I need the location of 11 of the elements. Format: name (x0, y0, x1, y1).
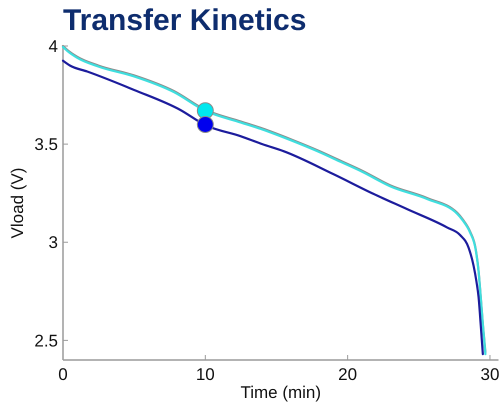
x-tick-label: 0 (58, 365, 68, 384)
y-tick-label: 4 (48, 36, 58, 56)
x-tick-label: 30 (480, 365, 500, 384)
x-tick-label: 10 (196, 365, 215, 384)
y-tick-label: 2.5 (34, 331, 58, 350)
chart-title: Transfer Kinetics (63, 4, 306, 37)
y-tick-label: 3.5 (34, 135, 58, 154)
x-axis-title: Time (min) (240, 383, 322, 402)
y-axis-title: Vload (V) (8, 168, 27, 238)
x-tick-label: 20 (338, 365, 358, 384)
y-tick-label: 3 (48, 233, 58, 252)
